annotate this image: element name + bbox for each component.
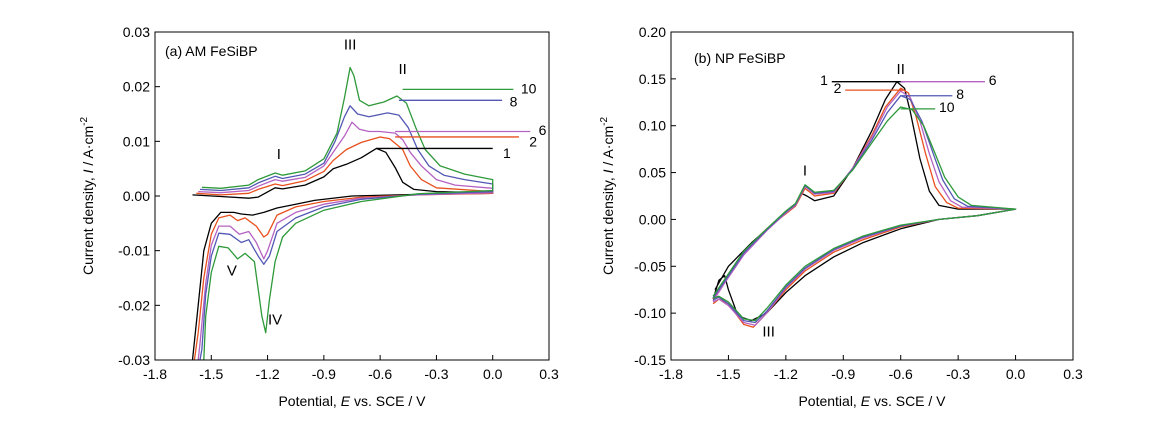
y-axis-label: Current density, I / A·cm-2 xyxy=(79,117,96,275)
series-group xyxy=(191,66,494,360)
x-tick-label: -1.2 xyxy=(256,366,280,382)
y-tick-label: -0.05 xyxy=(634,258,666,274)
x-tick-label: -0.6 xyxy=(368,366,392,382)
y-tick-label: -0.15 xyxy=(634,352,666,368)
series-line-cycle-1 xyxy=(191,147,494,360)
y-tick-label: 0.02 xyxy=(123,79,150,95)
x-tick-label: -0.6 xyxy=(889,366,913,382)
x-tick-label: 0.0 xyxy=(1006,366,1026,382)
cycle-label: 6 xyxy=(989,72,997,88)
x-tick-label: -0.3 xyxy=(946,366,970,382)
peak-label: III xyxy=(762,324,775,341)
y-tick-label: 0.00 xyxy=(123,188,150,204)
x-axis-label: Potential, E vs. SCE / V xyxy=(798,393,946,409)
y-tick-label: -0.10 xyxy=(634,305,666,321)
peak-label: II xyxy=(897,61,905,78)
y-axis-label: Current density, I / A·cm-2 xyxy=(599,117,616,275)
x-tick-label: 0.3 xyxy=(539,366,559,382)
x-tick-label: -0.9 xyxy=(831,366,855,382)
panel-b-np-fesibp: -1.8 -1.5 -1.2 -0.9 -0.6 -0.3 0.0 0.3 -0.15 -0.10… xyxy=(599,24,1083,409)
panel-title: (a) AM FeSiBP xyxy=(165,43,258,59)
series-line-cycle-2 xyxy=(193,136,494,360)
cycle-label: 8 xyxy=(956,86,964,102)
x-tick-label: -1.2 xyxy=(774,366,798,382)
x-tick-label: -0.3 xyxy=(424,366,448,382)
cycle-label: 10 xyxy=(939,99,955,115)
plot-frame xyxy=(670,31,1074,361)
y-tick-label: 0.10 xyxy=(639,118,666,134)
y-tick-label: 0.03 xyxy=(123,24,150,40)
peak-label: IV xyxy=(268,311,282,328)
y-tick-label: 0.15 xyxy=(639,71,666,87)
y-tick-label: 0.05 xyxy=(639,165,666,181)
y-tick-label: 0.00 xyxy=(639,211,666,227)
peak-label: III xyxy=(344,36,357,53)
x-tick-label: 0.0 xyxy=(483,366,503,382)
x-tick-label: -0.9 xyxy=(312,366,336,382)
y-tick-label: -0.01 xyxy=(118,243,150,259)
y-tick-label: -0.03 xyxy=(118,352,150,368)
cycle-label: 1 xyxy=(820,72,828,88)
series-group xyxy=(712,81,1017,328)
panel-a-am-fesibp: -1.8 -1.5 -1.2 -0.9 -0.6 -0.3 0.0 0.3 -0.03 -0.02… xyxy=(79,24,559,409)
peak-label: I xyxy=(277,146,281,163)
cycle-label: 8 xyxy=(510,93,518,109)
peak-label: V xyxy=(227,262,237,279)
x-tick-label: -1.8 xyxy=(143,366,167,382)
x-tick-label: -1.5 xyxy=(716,366,740,382)
x-tick-label: -1.8 xyxy=(659,366,683,382)
x-tick-label: -1.5 xyxy=(199,366,223,382)
y-tick-label: 0.20 xyxy=(639,24,666,40)
x-tick-label: 0.3 xyxy=(1063,366,1083,382)
x-axis-label: Potential, E vs. SCE / V xyxy=(278,393,426,409)
series-line-cycle-10 xyxy=(201,66,494,360)
series-line-cycle-10 xyxy=(712,106,1017,322)
peak-label: I xyxy=(803,162,807,179)
cycle-label: 10 xyxy=(521,80,537,96)
y-tick-label: -0.02 xyxy=(118,297,150,313)
series-line-cycle-1 xyxy=(712,81,1017,322)
cycle-label: 2 xyxy=(834,80,842,96)
series-line-cycle-8 xyxy=(199,105,494,360)
cycle-label: 2 xyxy=(529,133,537,149)
y-tick-label: 0.01 xyxy=(123,133,150,149)
series-line-cycle-6 xyxy=(197,121,494,360)
peak-label: II xyxy=(398,61,406,78)
cycle-label: 6 xyxy=(539,122,547,138)
panel-title: (b) NP FeSiBP xyxy=(694,50,786,66)
cycle-label: 1 xyxy=(503,145,511,161)
